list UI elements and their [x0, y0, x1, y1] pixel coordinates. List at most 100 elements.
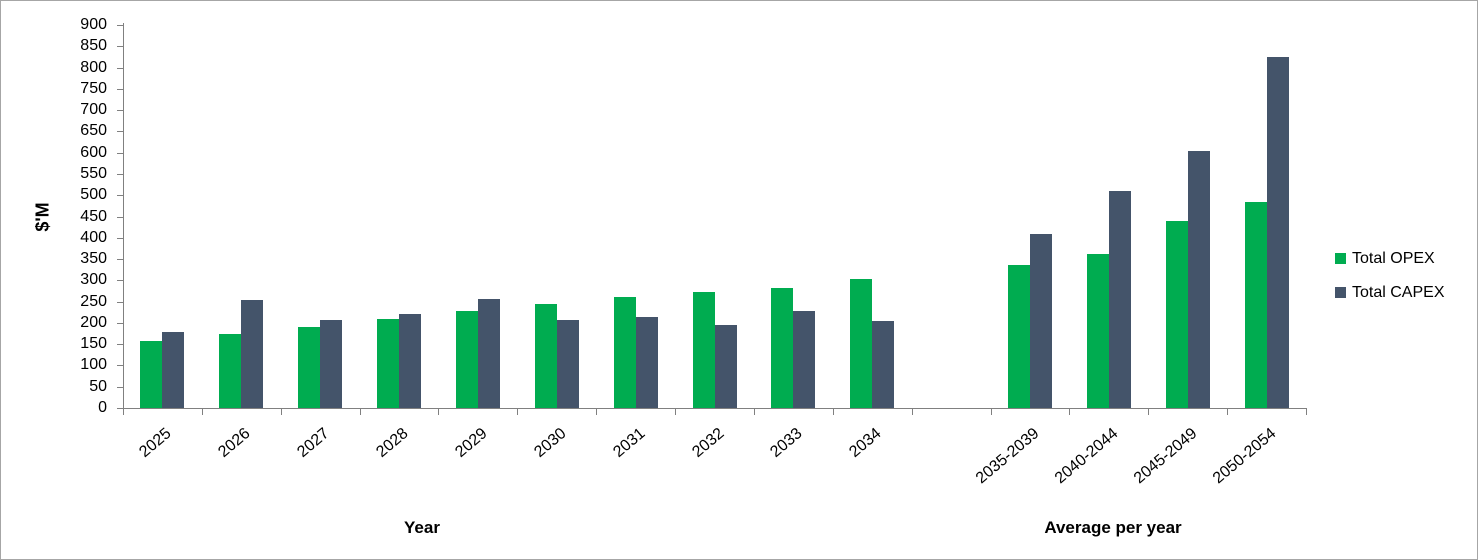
legend-label: Total CAPEX — [1352, 284, 1445, 301]
y-tick-label: 50 — [89, 378, 107, 395]
opex-swatch-icon — [1335, 253, 1346, 264]
capex-swatch-icon — [1335, 287, 1346, 298]
y-axis-tick — [117, 131, 123, 132]
y-tick-label: 850 — [80, 37, 107, 54]
bar-total-opex-2028 — [377, 319, 399, 408]
legend: Total OPEX Total CAPEX — [1335, 250, 1444, 301]
x-tick-label: 2029 — [452, 425, 491, 461]
bar-total-capex-2025 — [162, 332, 184, 408]
y-tick-label: 400 — [80, 229, 107, 246]
bar-total-opex-2050-2054 — [1245, 202, 1267, 408]
x-axis-line — [123, 408, 1307, 409]
bar-total-capex-2027 — [320, 320, 342, 408]
x-axis-title-year: Year — [404, 518, 440, 537]
x-tick-label: 2027 — [294, 425, 333, 461]
y-axis-line — [123, 23, 124, 409]
bar-total-capex-2031 — [636, 317, 658, 408]
y-tick-label: 250 — [80, 293, 107, 310]
bar-total-opex-2045-2049 — [1166, 221, 1188, 408]
bar-total-capex-2050-2054 — [1267, 57, 1289, 408]
x-axis-tick — [360, 409, 361, 415]
x-tick-label: 2035-2039 — [973, 425, 1043, 488]
y-tick-label: 800 — [80, 59, 107, 76]
x-axis-tick — [281, 409, 282, 415]
bar-total-opex-2040-2044 — [1087, 254, 1109, 408]
legend-item-total-capex: Total CAPEX — [1335, 284, 1444, 301]
bar-total-opex-2029 — [456, 311, 478, 408]
y-axis-tick — [117, 259, 123, 260]
bar-total-capex-2034 — [872, 321, 894, 408]
y-axis-tick — [117, 153, 123, 154]
y-axis-tick — [117, 89, 123, 90]
bar-total-capex-2028 — [399, 314, 421, 408]
x-tick-label: 2040-2044 — [1052, 425, 1122, 488]
x-tick-label: 2034 — [846, 425, 885, 461]
x-tick-label: 2050-2054 — [1210, 425, 1280, 488]
y-axis-tick — [117, 217, 123, 218]
legend-label: Total OPEX — [1352, 250, 1435, 267]
x-axis-tick — [912, 409, 913, 415]
y-axis-tick — [117, 238, 123, 239]
x-axis-tick — [517, 409, 518, 415]
bar-total-capex-2040-2044 — [1109, 191, 1131, 408]
y-tick-label: 350 — [80, 250, 107, 267]
y-tick-label: 600 — [80, 144, 107, 161]
x-axis-tick — [1148, 409, 1149, 415]
x-tick-label: 2031 — [610, 425, 649, 461]
x-axis-tick — [123, 409, 124, 415]
y-tick-label: 700 — [80, 101, 107, 118]
bar-total-opex-2026 — [219, 334, 241, 408]
bar-total-capex-2033 — [793, 311, 815, 408]
bar-total-opex-2025 — [140, 341, 162, 408]
x-tick-label: 2045-2049 — [1131, 425, 1201, 488]
bar-total-opex-2034 — [850, 279, 872, 408]
x-axis-tick — [202, 409, 203, 415]
x-axis-tick — [1227, 409, 1228, 415]
y-axis-tick — [117, 280, 123, 281]
y-axis-tick — [117, 174, 123, 175]
y-axis-tick — [117, 110, 123, 111]
bar-total-capex-2030 — [557, 320, 579, 408]
y-tick-label: 100 — [80, 356, 107, 373]
x-axis-tick — [754, 409, 755, 415]
x-axis-tick — [1306, 409, 1307, 415]
y-axis-tick — [117, 25, 123, 26]
x-axis-tick — [991, 409, 992, 415]
y-tick-label: 150 — [80, 335, 107, 352]
bar-total-capex-2035-2039 — [1030, 234, 1052, 408]
y-tick-label: 650 — [80, 122, 107, 139]
x-axis-tick — [1069, 409, 1070, 415]
y-axis-tick — [117, 408, 123, 409]
y-axis-tick — [117, 365, 123, 366]
x-axis-title-average-per-year: Average per year — [1044, 518, 1182, 537]
x-tick-label: 2028 — [373, 425, 412, 461]
y-axis-tick — [117, 387, 123, 388]
bar-total-opex-2032 — [693, 292, 715, 408]
y-axis-tick — [117, 68, 123, 69]
y-axis-tick — [117, 344, 123, 345]
x-tick-label: 2033 — [767, 425, 806, 461]
x-tick-label: 2032 — [689, 425, 728, 461]
y-axis-tick — [117, 46, 123, 47]
bar-total-opex-2035-2039 — [1008, 265, 1030, 408]
bar-total-capex-2045-2049 — [1188, 151, 1210, 408]
bar-total-opex-2030 — [535, 304, 557, 408]
x-tick-label: 2030 — [531, 425, 570, 461]
x-tick-label: 2025 — [136, 425, 175, 461]
bar-total-capex-2026 — [241, 300, 263, 408]
y-tick-label: 550 — [80, 165, 107, 182]
y-tick-label: 500 — [80, 186, 107, 203]
legend-item-total-opex: Total OPEX — [1335, 250, 1444, 267]
x-axis-tick — [438, 409, 439, 415]
x-tick-label: 2026 — [215, 425, 254, 461]
y-axis-tick — [117, 302, 123, 303]
x-axis-tick — [675, 409, 676, 415]
bar-total-opex-2027 — [298, 327, 320, 408]
bar-total-opex-2033 — [771, 288, 793, 408]
y-axis-tick — [117, 323, 123, 324]
bar-total-capex-2029 — [478, 299, 500, 408]
y-tick-label: 900 — [80, 16, 107, 33]
bar-total-capex-2032 — [715, 325, 737, 408]
x-axis-tick — [596, 409, 597, 415]
